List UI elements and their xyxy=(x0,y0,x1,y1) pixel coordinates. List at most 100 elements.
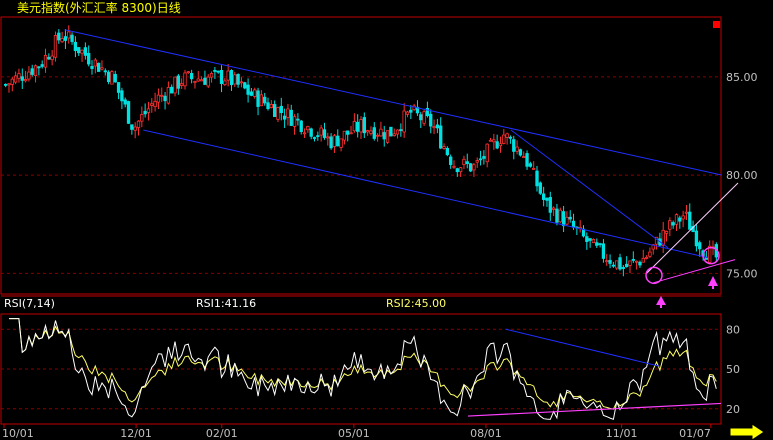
candle-body xyxy=(63,36,68,41)
candle-body xyxy=(372,127,376,139)
candle-body xyxy=(23,78,28,82)
price-support-line xyxy=(651,259,736,284)
x-tick-label: 12/01 xyxy=(120,427,152,440)
candle-body xyxy=(674,214,679,225)
candle-body xyxy=(223,80,227,86)
candle-body xyxy=(382,132,386,140)
candle-body xyxy=(110,71,114,85)
candle-body xyxy=(365,130,370,133)
candle-body xyxy=(532,168,536,170)
rsi-y-tick-label: 50 xyxy=(726,363,740,376)
candle-body xyxy=(196,78,200,82)
candle-body xyxy=(43,54,48,68)
candle-body xyxy=(70,34,74,42)
rsi-support-line xyxy=(467,402,722,417)
candle-body xyxy=(53,34,58,58)
candle-body xyxy=(233,74,237,85)
candle-body xyxy=(492,139,496,143)
candle-body xyxy=(668,220,672,230)
candle-body xyxy=(276,107,280,120)
candle-body xyxy=(419,114,423,121)
candle-body xyxy=(349,132,353,135)
candle-body xyxy=(239,81,244,84)
candle-body xyxy=(193,80,197,83)
candle-body xyxy=(449,156,453,165)
candle-body xyxy=(186,71,190,74)
candle-body xyxy=(116,82,121,93)
candle-body xyxy=(329,136,333,149)
candle-body xyxy=(272,104,277,118)
candlesticks xyxy=(3,25,719,277)
candle-body xyxy=(422,111,426,124)
candle-body xyxy=(392,133,396,136)
up-arrow-2 xyxy=(708,276,718,289)
scroll-right-button[interactable] xyxy=(729,423,765,440)
candle-body xyxy=(379,128,383,137)
price-y-tick-label: 80.00 xyxy=(726,169,758,182)
candle-body xyxy=(458,167,463,173)
rsi1-line xyxy=(9,318,717,420)
rsi-y-tick-label: 20 xyxy=(726,403,740,416)
candle-body xyxy=(17,73,21,79)
candle-body xyxy=(591,239,596,244)
rsi-y-tick-label: 80 xyxy=(726,323,740,336)
candle-body xyxy=(203,77,207,85)
candle-body xyxy=(209,73,214,78)
candle-body xyxy=(405,111,410,115)
candle-body xyxy=(698,242,702,250)
candle-body xyxy=(266,102,270,110)
candle-body xyxy=(189,73,194,80)
candle-body xyxy=(538,182,542,194)
price-y-ticks: 85.00 80.00 75.00 xyxy=(726,71,758,280)
candle-body xyxy=(595,242,599,246)
candle-body xyxy=(615,260,619,269)
candle-body xyxy=(106,71,111,83)
candle-body xyxy=(3,83,8,86)
x-tick-label: 02/01 xyxy=(206,427,238,440)
candle-body xyxy=(545,197,549,201)
price-y-tick-label: 85.00 xyxy=(726,71,758,84)
candle-body xyxy=(150,103,154,106)
candle-body xyxy=(628,260,632,266)
rsi1-readout: RSI1:41.16 xyxy=(196,297,256,310)
candle-body xyxy=(96,62,101,72)
candle-body xyxy=(229,70,234,86)
candle-body xyxy=(27,71,31,80)
candle-body xyxy=(296,118,300,121)
candle-body xyxy=(445,147,450,156)
candle-body xyxy=(395,129,400,135)
candle-body xyxy=(103,70,107,73)
candle-body xyxy=(425,107,430,117)
candle-body xyxy=(312,137,317,139)
candle-body xyxy=(478,158,483,161)
candle-body xyxy=(359,119,363,133)
candle-body xyxy=(279,105,283,114)
candle-body xyxy=(342,130,347,141)
candle-body xyxy=(100,67,104,70)
candle-body xyxy=(472,164,476,171)
candle-body xyxy=(435,124,440,129)
lower-channel-line xyxy=(143,129,709,259)
candle-body xyxy=(346,130,350,135)
candle-body xyxy=(375,134,380,137)
candle-body xyxy=(183,72,187,87)
candle-body xyxy=(495,141,499,149)
candle-body xyxy=(80,49,84,54)
candle-body xyxy=(389,126,393,137)
candle-body xyxy=(565,216,569,225)
candle-body xyxy=(133,126,137,131)
candle-body xyxy=(638,261,642,266)
candle-body xyxy=(525,153,529,167)
candle-body xyxy=(648,251,652,257)
candle-body xyxy=(621,267,626,269)
candle-body xyxy=(243,82,247,89)
candle-body xyxy=(10,78,14,85)
candle-body xyxy=(176,75,181,89)
up-arrow-1 xyxy=(656,296,666,308)
candle-body xyxy=(339,138,343,148)
candle-body xyxy=(535,170,539,187)
candle-body xyxy=(163,95,167,102)
candle-body xyxy=(160,94,164,97)
